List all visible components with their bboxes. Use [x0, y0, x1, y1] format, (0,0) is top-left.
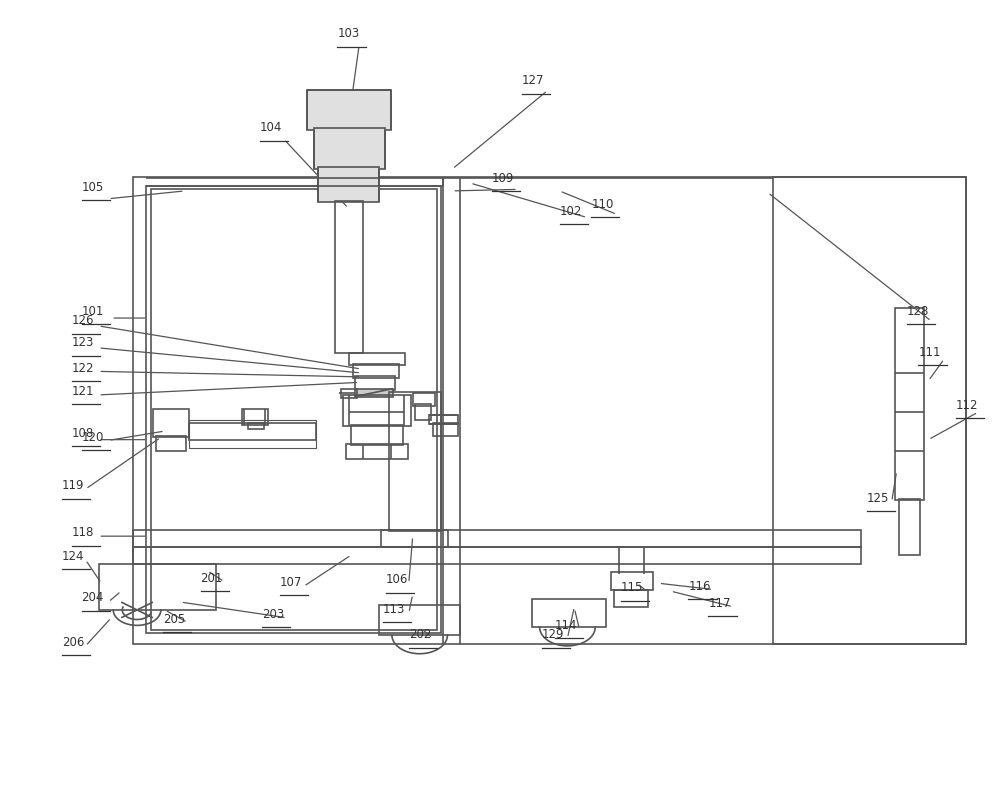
Bar [151, 190, 437, 630]
Bar [133, 530, 861, 547]
Text: 205: 205 [163, 613, 185, 626]
Bar [133, 547, 861, 565]
Text: 121: 121 [72, 385, 94, 398]
Bar [146, 186, 441, 634]
Bar [349, 353, 405, 365]
Text: 119: 119 [62, 479, 84, 492]
Text: 104: 104 [260, 121, 282, 135]
Text: 106: 106 [386, 573, 408, 586]
Text: 118: 118 [72, 527, 94, 539]
Bar [415, 404, 431, 420]
Bar [355, 376, 395, 390]
Text: 116: 116 [688, 580, 711, 592]
Bar [389, 392, 441, 531]
Bar [381, 530, 448, 547]
Bar [189, 420, 316, 447]
Bar [318, 167, 379, 202]
Bar [99, 565, 216, 610]
Text: 202: 202 [409, 628, 431, 642]
Bar [379, 605, 460, 635]
Text: 127: 127 [522, 75, 544, 87]
Bar [343, 395, 411, 427]
Text: 126: 126 [72, 315, 94, 328]
Bar [899, 499, 920, 555]
Text: 120: 120 [82, 431, 104, 443]
Bar [614, 589, 648, 607]
Text: 103: 103 [337, 27, 360, 40]
Text: 128: 128 [907, 305, 929, 318]
Bar [346, 443, 408, 459]
Text: 204: 204 [82, 592, 104, 604]
Text: 129: 129 [542, 628, 564, 642]
Text: 112: 112 [956, 399, 979, 412]
Text: 124: 124 [62, 550, 84, 563]
Text: 113: 113 [383, 603, 405, 616]
Text: 206: 206 [62, 636, 84, 649]
Bar [307, 90, 391, 130]
Bar [433, 423, 458, 435]
Bar [429, 415, 458, 424]
Text: 111: 111 [918, 346, 941, 359]
Bar [189, 423, 316, 440]
Bar [353, 363, 399, 377]
Text: 108: 108 [72, 427, 94, 439]
Bar [413, 393, 435, 406]
Text: 107: 107 [280, 576, 302, 588]
Bar [895, 308, 924, 500]
Bar [133, 177, 966, 644]
Text: 110: 110 [591, 197, 614, 210]
Bar [153, 409, 189, 437]
Bar [335, 201, 363, 354]
Bar [242, 409, 268, 425]
Text: 105: 105 [82, 181, 104, 194]
Text: 114: 114 [555, 619, 577, 632]
Bar [248, 423, 264, 430]
Text: 109: 109 [492, 171, 514, 185]
Bar [341, 389, 357, 398]
Text: 117: 117 [708, 597, 731, 610]
Bar [773, 177, 966, 644]
Text: 102: 102 [560, 205, 582, 217]
Text: 201: 201 [201, 572, 223, 584]
Text: 115: 115 [621, 581, 643, 594]
Text: 203: 203 [262, 608, 284, 621]
Text: 123: 123 [72, 336, 94, 350]
Bar [355, 389, 393, 396]
Bar [314, 128, 385, 169]
Bar [532, 599, 606, 627]
Bar [156, 435, 186, 451]
Text: 101: 101 [82, 305, 104, 318]
Text: 122: 122 [72, 362, 94, 374]
Bar [611, 573, 653, 589]
Bar [351, 425, 403, 445]
Text: 125: 125 [867, 492, 889, 505]
